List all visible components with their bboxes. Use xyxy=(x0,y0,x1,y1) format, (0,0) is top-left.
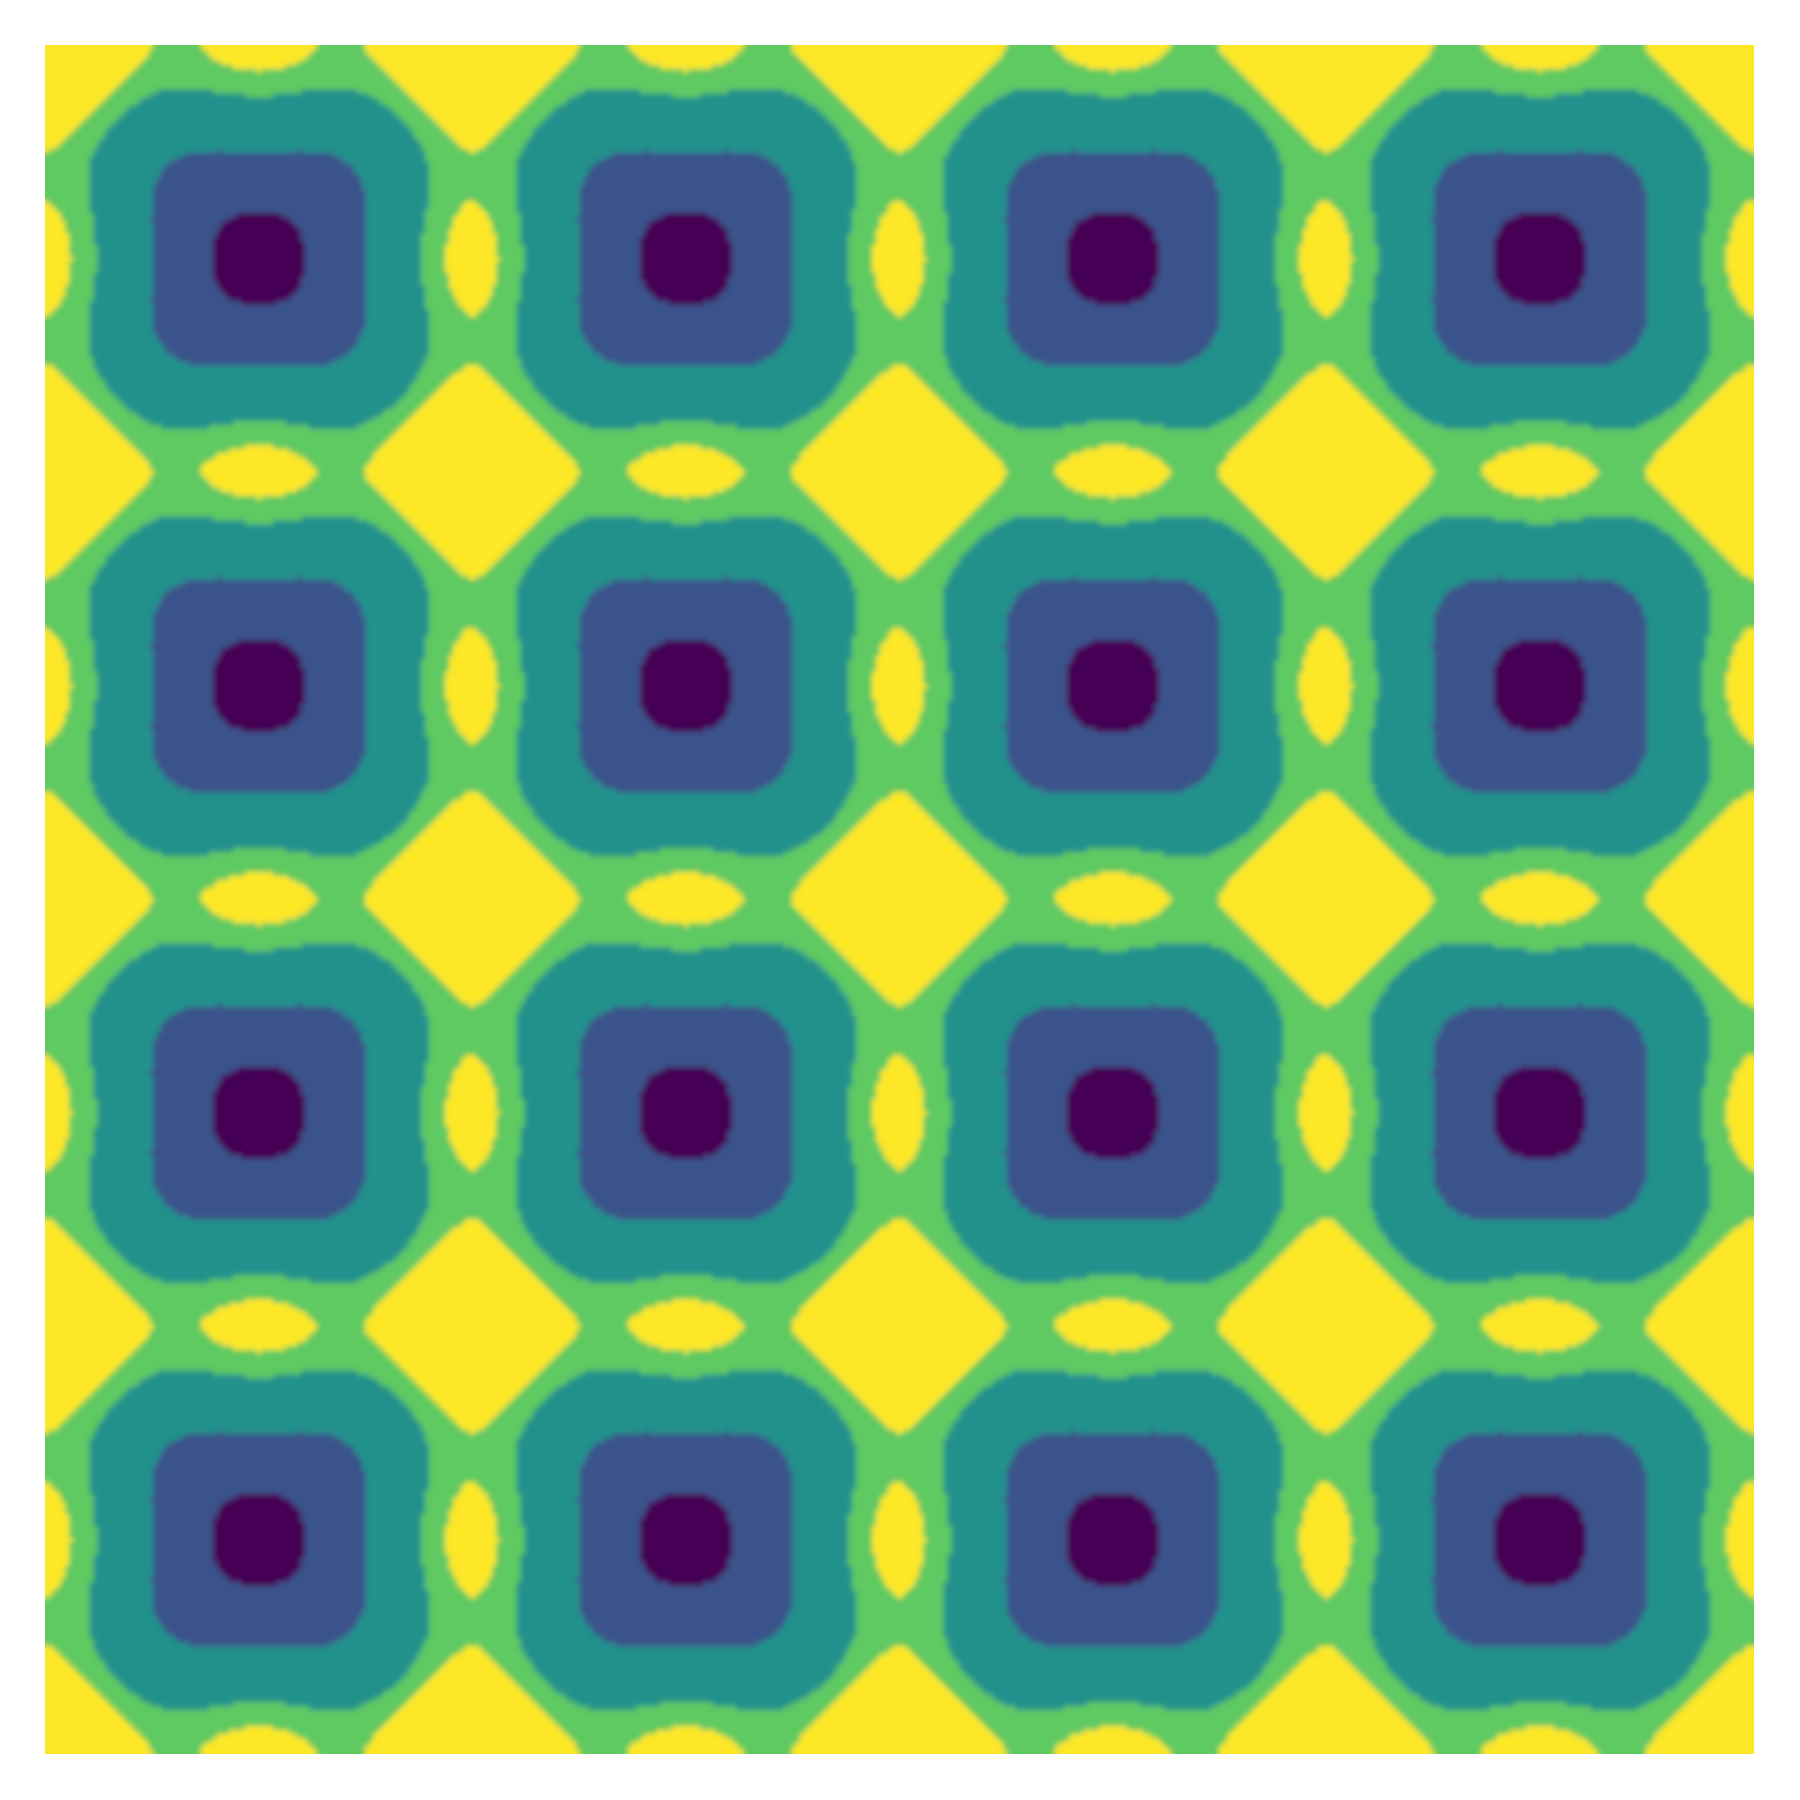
page-body: (() => { const data = JSON.parse(documen… xyxy=(45,45,1754,1754)
image-figure xyxy=(45,45,1754,1754)
page: Pattern {} html, body { margin: 0; paddi… xyxy=(45,45,1754,1754)
